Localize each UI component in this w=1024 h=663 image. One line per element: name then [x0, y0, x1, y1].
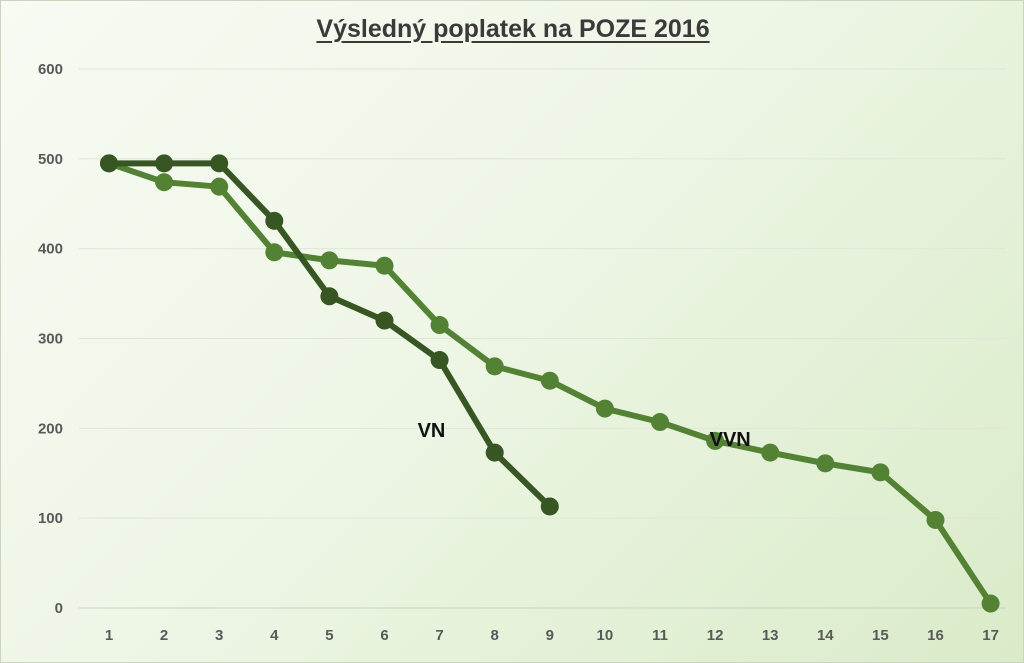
data-point-vvn: [706, 431, 725, 450]
data-point-vvn: [926, 510, 945, 529]
data-point-vvn: [320, 251, 339, 270]
data-point-vn: [375, 311, 394, 330]
data-point-vvn: [485, 357, 504, 376]
data-point-vvn: [871, 463, 890, 482]
x-tick-label: 16: [927, 627, 944, 644]
x-tick-label: 8: [491, 627, 499, 644]
y-tick-label: 200: [38, 420, 63, 437]
data-point-vvn: [375, 256, 394, 275]
data-point-vvn: [595, 399, 614, 418]
data-point-vvn: [816, 454, 835, 473]
x-tick-label: 14: [817, 627, 834, 644]
x-tick-label: 3: [215, 627, 223, 644]
data-point-vn: [265, 211, 284, 230]
y-tick-label: 100: [38, 510, 63, 527]
data-point-vvn: [651, 413, 669, 432]
series-line-vn: [106, 160, 553, 510]
x-tick-label: 7: [435, 627, 443, 644]
data-point-vn: [485, 443, 504, 462]
x-tick-label: 15: [872, 627, 889, 644]
y-tick-label: 600: [38, 61, 63, 78]
data-point-vvn: [761, 443, 780, 462]
x-tick-label: 2: [160, 627, 168, 644]
series-label-vvn: VVN: [710, 429, 751, 451]
data-point-vn: [210, 154, 229, 173]
data-point-vvn: [210, 177, 229, 196]
x-tick-label: 12: [707, 627, 724, 644]
x-tick-label: 10: [597, 627, 614, 644]
chart-title: Výsledný poplatek na POZE 2016: [316, 15, 710, 43]
y-tick-label: 500: [38, 151, 63, 168]
data-point-vvn: [981, 594, 1000, 613]
series-label-vn: VN: [418, 420, 446, 442]
x-tick-label: 1: [105, 627, 113, 644]
x-tick-label: 4: [270, 627, 279, 644]
data-point-vn: [540, 497, 559, 516]
data-point-vvn: [540, 371, 559, 390]
y-tick-label: 400: [38, 241, 63, 258]
data-point-vvn: [155, 173, 174, 192]
x-tick-label: 11: [652, 627, 668, 644]
data-point-vn: [320, 287, 339, 306]
x-tick-label: 5: [325, 627, 333, 644]
x-tick-label: 6: [380, 627, 388, 644]
data-point-vvn: [430, 316, 449, 335]
y-tick-label: 300: [38, 331, 63, 348]
y-tick-label: 0: [55, 600, 63, 617]
data-point-vvn: [265, 243, 284, 262]
x-tick-label: 13: [762, 627, 779, 644]
x-tick-label: 9: [546, 627, 554, 644]
data-point-vn: [155, 154, 174, 173]
x-tick-label: 17: [982, 627, 999, 644]
data-point-vn: [430, 351, 449, 370]
data-point-vn: [100, 154, 118, 173]
